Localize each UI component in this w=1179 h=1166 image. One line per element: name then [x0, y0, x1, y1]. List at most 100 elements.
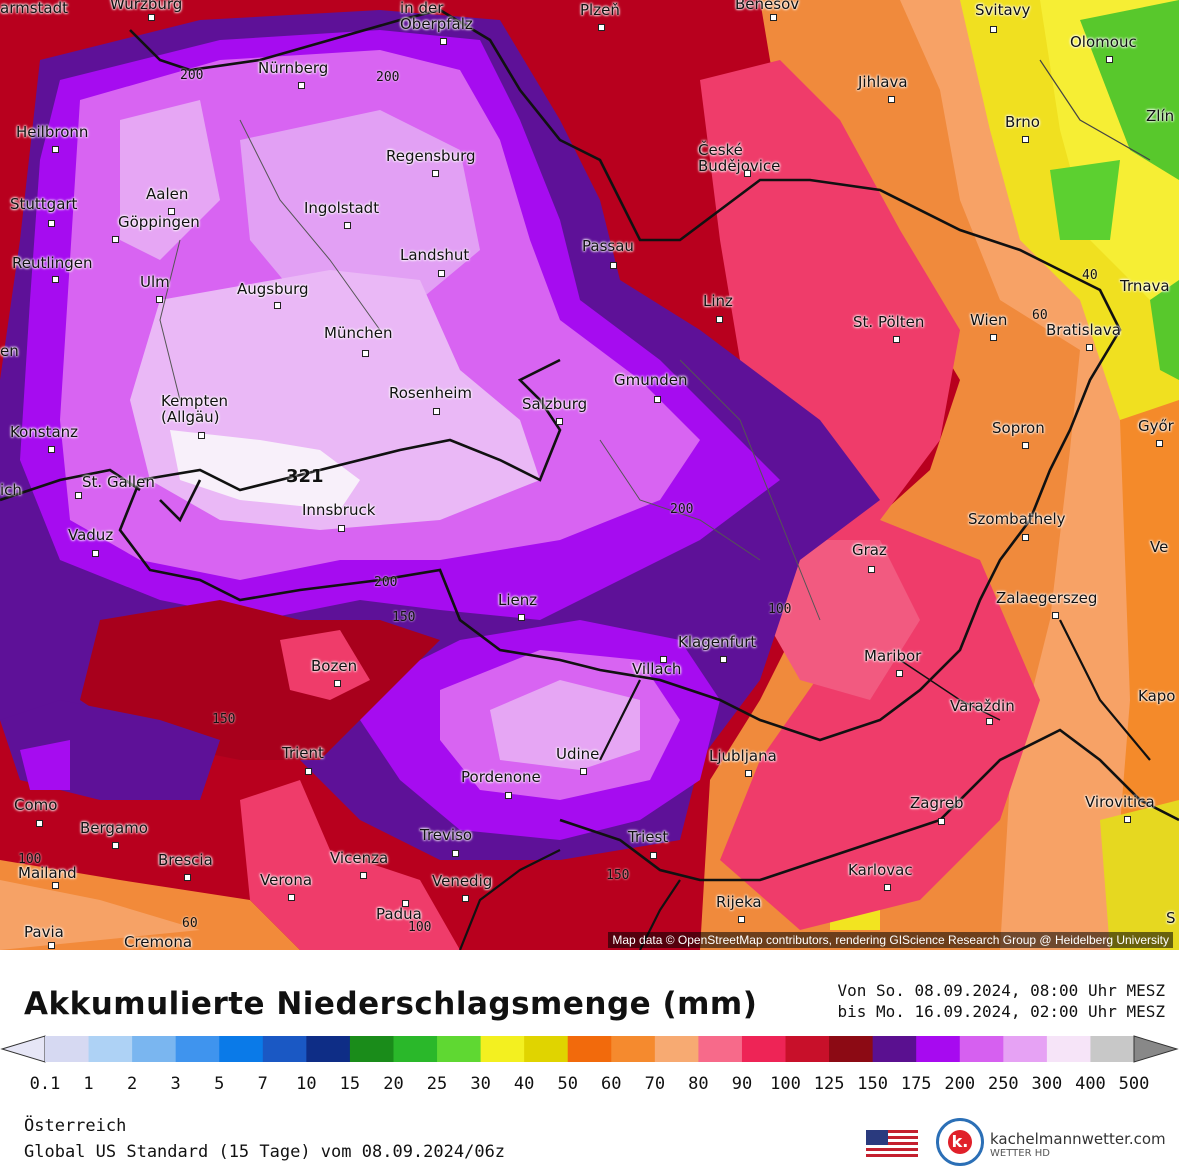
city-marker-udine — [580, 768, 587, 775]
city-marker-verona — [288, 894, 295, 901]
maximum-value-label: 321 — [286, 466, 324, 487]
period-start: Von So. 08.09.2024, 08:00 Uhr MESZ — [837, 981, 1165, 1000]
scale-tick-label: 5 — [214, 1074, 225, 1094]
city-label-ingolstadt: Ingolstadt — [304, 199, 380, 217]
city-marker-zagreb — [938, 818, 945, 825]
city-marker-padua — [402, 900, 409, 907]
city-marker-bratislava — [1086, 344, 1093, 351]
city-label-como: Como — [14, 796, 58, 814]
city-marker-ingolstadt — [344, 222, 351, 229]
scale-swatch — [45, 1036, 90, 1062]
city-label-svitavy: Svitavy — [975, 1, 1031, 19]
city-marker-brno — [1022, 136, 1029, 143]
scale-ticks: 0.1 1 2 3 5 7 10 15 20 25 30 40 50 60 70 80 90 100 125 150 1… — [0, 1074, 1179, 1098]
city-label-rosenheim: Rosenheim — [389, 384, 472, 402]
city-marker-nuernberg — [298, 82, 305, 89]
city-marker-ljubljana — [745, 770, 752, 777]
city-marker-vaduz — [92, 550, 99, 557]
city-label-villach: Villach — [632, 660, 682, 678]
scale-swatch — [741, 1036, 787, 1062]
city-marker-karlovac — [884, 884, 891, 891]
city-marker-konstanz — [48, 446, 55, 453]
map-attribution: Map data © OpenStreetMap contributors, r… — [608, 932, 1173, 948]
scale-swatch — [872, 1036, 917, 1062]
city-marker-klagenfurt — [720, 656, 727, 663]
city-label-gmunden: Gmunden — [614, 371, 688, 389]
city-label-armstadt: armstadt — [0, 0, 68, 17]
city-label-kapo: Kapo — [1138, 687, 1176, 705]
city-marker-passau — [610, 262, 617, 269]
scale-tick-label: 20 — [383, 1074, 404, 1094]
scale-tick-label: 3 — [170, 1074, 181, 1094]
contour-label: 100 — [408, 920, 432, 935]
scale-tick-label: 60 — [601, 1074, 622, 1094]
scale-swatch — [480, 1036, 525, 1062]
brand-subtitle: WETTER HD — [990, 1148, 1050, 1159]
scale-tick-label: 70 — [644, 1074, 666, 1094]
period-end: bis Mo. 16.09.2024, 02:00 Uhr MESZ — [837, 1002, 1165, 1021]
city-label-konstanz: Konstanz — [10, 423, 79, 441]
city-label-treviso: Treviso — [420, 826, 473, 844]
scale-swatch — [393, 1036, 438, 1062]
logo-letter: k. — [948, 1130, 972, 1154]
scale-swatch — [611, 1036, 656, 1062]
city-label-pavia: Pavia — [24, 923, 64, 941]
city-label-nuernberg: Nürnberg — [258, 59, 329, 77]
model-info: Global US Standard (15 Tage) vom 08.09.2… — [24, 1142, 506, 1162]
scale-swatch — [349, 1036, 394, 1062]
city-label-bozen: Bozen — [311, 657, 358, 675]
scale-tick-label: 125 — [813, 1074, 845, 1094]
city-marker-wuerzburg — [148, 14, 155, 21]
scale-tick-label: 25 — [426, 1074, 448, 1094]
city-label-ve: Ve — [1150, 538, 1169, 556]
city-marker-maribor — [896, 670, 903, 677]
city-label-mailand: Mailand — [18, 864, 77, 882]
city-marker-landshut — [438, 270, 445, 277]
city-marker-reutlingen — [52, 276, 59, 283]
contour-label: 150 — [212, 712, 236, 727]
scale-swatch — [88, 1036, 133, 1062]
city-label-muenchen: München — [324, 324, 393, 342]
scale-tick-label: 200 — [944, 1074, 976, 1094]
city-marker-salzburg — [556, 418, 563, 425]
city-marker-benesov — [770, 14, 777, 21]
brand-name[interactable]: kachelmannwetter.com — [990, 1130, 1166, 1148]
city-marker-villach — [660, 656, 667, 663]
city-label-ljubljana: Ljubljana — [709, 747, 777, 765]
city-marker-augsburg — [274, 302, 281, 309]
city-marker-wien — [990, 334, 997, 341]
precipitation-map: armstadt Würzburg in der Oberpfalz Plzeň Ben… — [0, 0, 1179, 950]
city-label-varazdin: Varaždin — [950, 697, 1015, 715]
scale-swatch — [916, 1036, 961, 1062]
city-marker-stgallen — [75, 492, 82, 499]
scale-tick-label: 175 — [900, 1074, 932, 1094]
kachelmann-logo-icon[interactable]: k. — [936, 1118, 984, 1166]
scale-tick-label: 0.1 — [29, 1074, 61, 1094]
city-marker-pordenone — [505, 792, 512, 799]
city-marker-szombathely — [1022, 534, 1029, 541]
city-label-jihlava: Jihlava — [858, 73, 908, 91]
precipitation-fields — [0, 0, 1179, 950]
city-label-aalen: Aalen — [146, 185, 189, 203]
city-label-szombathely: Szombathely — [968, 510, 1066, 528]
city-label-stuttgart: Stuttgart — [10, 195, 78, 213]
scale-tick-label: 300 — [1031, 1074, 1063, 1094]
city-label-ich: ich — [0, 481, 22, 499]
legend-panel: Akkumulierte Niederschlagsmenge (mm) Von… — [0, 950, 1179, 1166]
city-marker-stpoelten — [893, 336, 900, 343]
scale-swatch — [175, 1036, 220, 1062]
city-marker-rosenheim — [433, 408, 440, 415]
city-label-brno: Brno — [1005, 113, 1040, 131]
city-marker-rijeka — [738, 916, 745, 923]
city-marker-vicenza — [360, 872, 367, 879]
city-marker-stuttgart — [48, 220, 55, 227]
city-marker-pavia — [48, 942, 55, 949]
city-label-heilbronn: Heilbronn — [16, 123, 89, 141]
city-marker-como — [36, 820, 43, 827]
city-label-venedig: Venedig — [432, 872, 493, 890]
city-label-stgallen: St. Gallen — [82, 473, 155, 491]
city-marker-budweis — [744, 170, 751, 177]
city-label-udine: Udine — [556, 745, 600, 763]
city-marker-sopron — [1022, 442, 1029, 449]
city-marker-lienz — [518, 614, 525, 621]
